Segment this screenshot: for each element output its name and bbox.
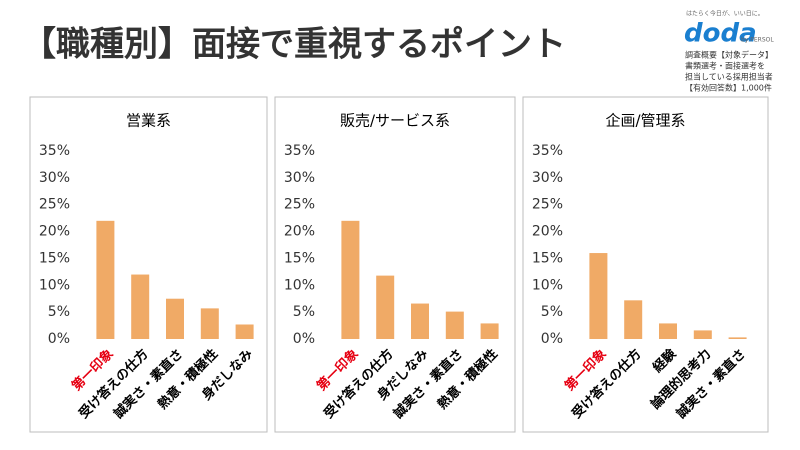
y-tick-label: 10% (39, 277, 70, 293)
bar (200, 308, 219, 339)
y-tick-label: 30% (39, 170, 70, 186)
note: 書類選考・面接選考を (685, 61, 765, 71)
y-tick-label: 0% (541, 331, 563, 347)
y-tick-label: 10% (532, 277, 563, 293)
y-tick-label: 15% (532, 250, 563, 266)
bar (166, 298, 184, 339)
y-tick-label: 20% (284, 224, 315, 240)
y-tick-label: 5% (48, 304, 70, 320)
bar (131, 274, 150, 339)
y-tick-label: 0% (48, 331, 70, 347)
y-tick-label: 35% (532, 143, 563, 159)
y-tick-label: 15% (284, 250, 315, 266)
y-tick-label: 25% (284, 197, 315, 213)
bar (659, 323, 677, 339)
y-tick-label: 10% (284, 277, 315, 293)
page-title: 【職種別】面接で重視するポイント (22, 25, 566, 65)
bar (341, 220, 360, 339)
note: 【有効回答数】1,000件 (685, 83, 772, 93)
bar (445, 311, 464, 339)
bar (728, 337, 747, 339)
y-tick-label: 30% (284, 170, 315, 186)
bar (589, 253, 608, 339)
note: 担当している採用担当者 (685, 72, 773, 82)
y-tick-label: 25% (532, 197, 563, 213)
chart-panel (274, 96, 516, 433)
y-tick-label: 35% (39, 143, 70, 159)
chart-panel (29, 96, 268, 433)
y-tick-label: 30% (532, 170, 563, 186)
brand-by: by PERSOL (741, 37, 774, 44)
bar (411, 303, 429, 339)
y-tick-label: 20% (39, 224, 70, 240)
y-tick-label: 15% (39, 250, 70, 266)
chart-title: 企画/管理系 (605, 112, 685, 130)
y-tick-label: 0% (293, 331, 315, 347)
y-tick-label: 5% (541, 304, 563, 320)
y-tick-label: 5% (293, 304, 315, 320)
bar (376, 275, 395, 339)
note: 調査概要【対象データ】 (685, 50, 773, 60)
y-tick-label: 20% (532, 224, 563, 240)
bar (480, 323, 499, 339)
brand-tagline: はたらく今日が、いい日に。 (686, 10, 764, 18)
chart-title: 営業系 (126, 112, 171, 130)
bar (624, 300, 643, 339)
y-tick-label: 25% (39, 197, 70, 213)
y-tick-label: 35% (284, 143, 315, 159)
bar (693, 330, 712, 339)
brand-logo: doda (684, 19, 757, 49)
bar (96, 220, 115, 339)
chart-title: 販売/サービス系 (340, 112, 450, 130)
chart-panel (522, 96, 769, 433)
bar (235, 324, 254, 339)
